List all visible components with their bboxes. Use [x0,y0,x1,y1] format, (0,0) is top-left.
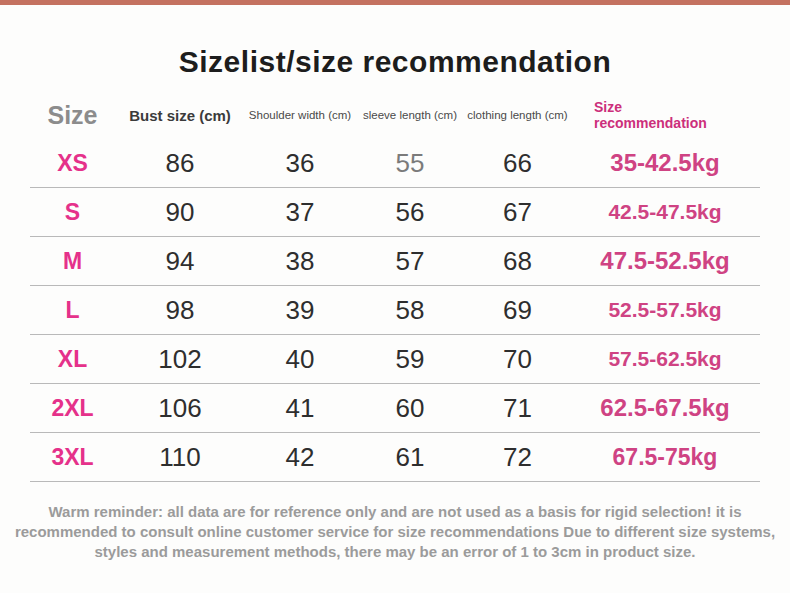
bust-cell: 102 [115,344,245,375]
clothing-cell: 67 [465,197,570,228]
table-row: L 98 39 58 69 52.5-57.5kg [30,286,760,335]
shoulder-cell: 42 [245,442,355,473]
col-header-recommendation: Size recommendation [570,99,760,131]
sleeve-cell: 59 [355,344,465,375]
weight-recommendation-cell: 62.5-67.5kg [570,394,760,422]
shoulder-cell: 39 [245,295,355,326]
page-title: Sizelist/size recommendation [0,45,790,79]
shoulder-cell: 36 [245,148,355,179]
col-header-bust: Bust size (cm) [115,107,245,124]
table-row: S 90 37 56 67 42.5-47.5kg [30,188,760,237]
weight-recommendation-cell: 67.5-75kg [570,444,760,471]
clothing-cell: 66 [465,148,570,179]
size-cell: 3XL [30,444,115,471]
sleeve-cell: 56 [355,197,465,228]
weight-recommendation-cell: 57.5-62.5kg [570,347,760,371]
table-header-row: Size Bust size (cm) Shoulder width (cm) … [30,91,760,139]
shoulder-cell: 37 [245,197,355,228]
size-cell: M [30,248,115,275]
clothing-cell: 69 [465,295,570,326]
shoulder-cell: 38 [245,246,355,277]
size-cell: XS [30,150,115,177]
table-row: 2XL 106 41 60 71 62.5-67.5kg [30,384,760,433]
bust-cell: 94 [115,246,245,277]
bust-cell: 106 [115,393,245,424]
weight-recommendation-cell: 42.5-47.5kg [570,200,760,224]
table-row: XS 86 36 55 66 35-42.5kg [30,139,760,188]
weight-recommendation-cell: 47.5-52.5kg [570,247,760,275]
size-table: Size Bust size (cm) Shoulder width (cm) … [30,91,760,482]
sleeve-cell: 58 [355,295,465,326]
size-cell: S [30,199,115,226]
col-header-sleeve: sleeve length (cm) [355,109,465,121]
clothing-cell: 71 [465,393,570,424]
clothing-cell: 70 [465,344,570,375]
clothing-cell: 68 [465,246,570,277]
col-header-clothing: clothing length (cm) [465,109,570,121]
bust-cell: 86 [115,148,245,179]
bust-cell: 90 [115,197,245,228]
weight-recommendation-cell: 35-42.5kg [570,149,760,177]
table-row: M 94 38 57 68 47.5-52.5kg [30,237,760,286]
sleeve-cell: 60 [355,393,465,424]
size-cell: 2XL [30,395,115,422]
clothing-cell: 72 [465,442,570,473]
col-header-shoulder: Shoulder width (cm) [245,109,355,121]
size-cell: XL [30,346,115,373]
sleeve-cell: 55 [355,148,465,179]
warm-reminder-text: Warm reminder: all data are for referenc… [11,502,779,561]
table-body: XS 86 36 55 66 35-42.5kg S 90 37 56 67 4… [30,139,760,482]
sleeve-cell: 57 [355,246,465,277]
table-row: XL 102 40 59 70 57.5-62.5kg [30,335,760,384]
col-header-size: Size [30,101,115,130]
bust-cell: 110 [115,442,245,473]
table-row: 3XL 110 42 61 72 67.5-75kg [30,433,760,482]
col-header-recommendation-label: Size recommendation [594,99,714,131]
bust-cell: 98 [115,295,245,326]
shoulder-cell: 41 [245,393,355,424]
sleeve-cell: 61 [355,442,465,473]
weight-recommendation-cell: 52.5-57.5kg [570,298,760,322]
top-accent-bar [0,0,790,5]
size-cell: L [30,297,115,324]
shoulder-cell: 40 [245,344,355,375]
